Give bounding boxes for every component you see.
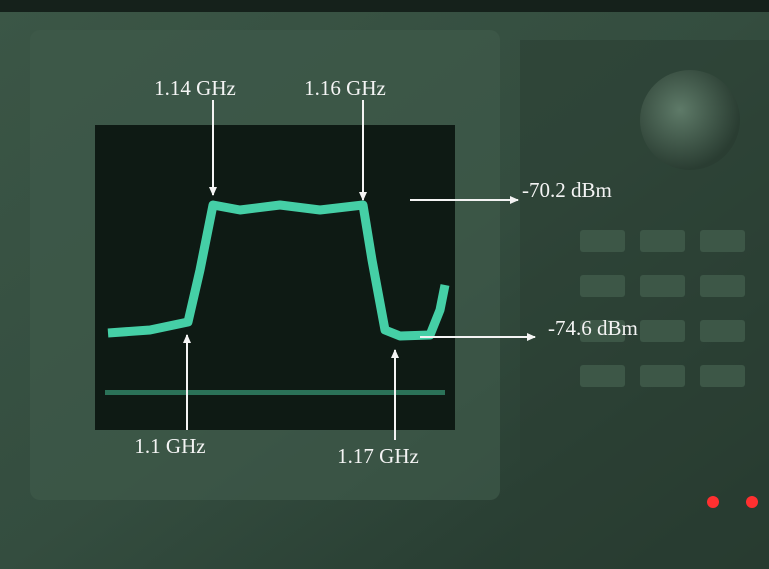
screen <box>95 125 455 430</box>
annotation: 1.1 GHz <box>134 434 205 458</box>
annotation: -74.6 dBm <box>548 316 638 340</box>
led <box>746 496 758 508</box>
top-edge <box>0 0 769 12</box>
annotation: 1.17 GHz <box>337 444 419 468</box>
led <box>707 496 719 508</box>
annotation: 1.16 GHz <box>304 76 386 100</box>
annotation: -70.2 dBm <box>522 178 612 202</box>
page: {"annotations": ["1.14 GHz", "1.16 GHz",… <box>0 0 769 569</box>
analyzer-photo: 1.14 GHz 1.16 GHz -70.2 dBm -74.6 dBm 1.… <box>0 0 769 569</box>
knob <box>640 70 740 170</box>
annotation: 1.14 GHz <box>154 76 236 100</box>
